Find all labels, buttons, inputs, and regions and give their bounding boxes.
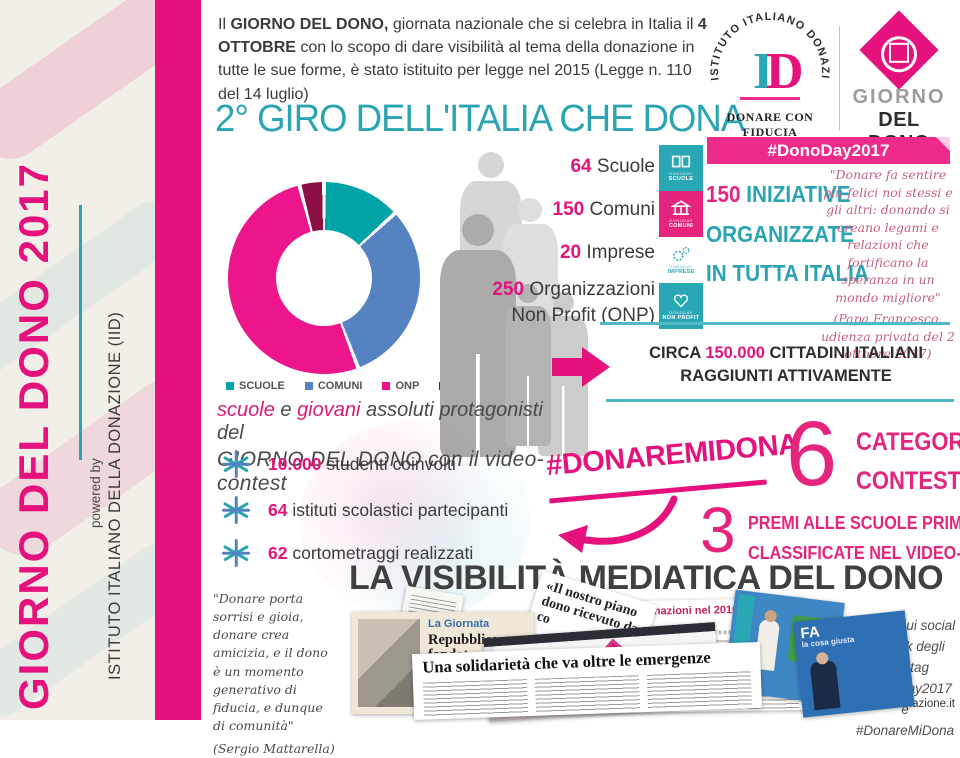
left-sidebar: GIORNO DEL DONO 2017 powered by ISTITUTO… [0, 0, 155, 720]
organization-name-vertical: ISTITUTO ITALIANO DELLA DONAZIONE (IID) [106, 311, 124, 680]
giorno-del-dono-logo: GIORNO DEL DONO [845, 10, 953, 154]
bank-icon [671, 199, 691, 215]
legend-item-comuni: COMUNI [304, 380, 362, 392]
gears-icon [673, 246, 690, 261]
reach-statement: CIRCA 150.000 CITTADINI ITALIANI RAGGIUN… [649, 344, 923, 386]
legend-swatch [304, 382, 313, 390]
intro-bold-date: 4 OTTOBRE [218, 16, 707, 57]
magenta-accent-bar [155, 0, 201, 720]
badge-nonprofit: DONODAY NON PROFIT [659, 283, 703, 329]
stat-onp: 250 Organizzazioni Non Profit (ONP) [492, 279, 655, 326]
media-section-title: LA VISIBILITÀ MEDIATICA DEL DONO [348, 559, 944, 597]
teal-divider-line [600, 322, 950, 325]
bullet-studenti: 10.000 studenti coinvolti [222, 450, 456, 478]
svg-text:I: I [753, 43, 773, 100]
badge-comuni: DONODAY COMUNI [659, 191, 703, 237]
badge-imprese: DONODAY IMPRESE [659, 237, 703, 283]
gdd-logo-text-1: GIORNO [852, 86, 946, 108]
teal-divider-line [606, 399, 954, 402]
intro-text: Il [218, 16, 231, 33]
donoday-badge-strip: DONODAY SCUOLE DONODAY COMUNI DONODAY IMPRE… [659, 145, 703, 329]
contest-categories-label: CATEGORIE CONTEST [856, 428, 960, 495]
stat-imprese: 20 Imprese [559, 242, 655, 263]
donoday-ribbon: #DonoDay2017 [707, 137, 950, 164]
stat-scuole: 64 Scuole [570, 156, 655, 177]
protagonisti-caption: scuole e giovani assoluti protagonisti d… [217, 399, 544, 495]
mattarella-quote: "Donare porta sorrisi e gioia, donare cr… [213, 591, 335, 756]
intro-paragraph: Il GIORNO DEL DONO, giornata nazionale c… [218, 13, 712, 106]
intro-text: giornata nazionale che si celebra in Ita… [388, 16, 698, 33]
heart-icon [673, 294, 689, 307]
bullet-cortometraggi: 62 cortometraggi realizzati [222, 539, 473, 567]
legend-item-scuole: SCUOLE [226, 380, 285, 392]
donut-chart-hole [276, 230, 372, 326]
pope-photo [358, 619, 420, 707]
contest-prizes-label: PREMI ALLE SCUOLE PRIME CLASSIFICATE NEL… [748, 513, 960, 563]
intro-text: con lo scopo di dare visibilità al tema … [218, 39, 695, 103]
curved-arrow-icon [558, 495, 678, 553]
contest-prizes-number: 3 [700, 494, 736, 566]
legend-item-onp: ONP [382, 380, 419, 392]
svg-text:D: D [766, 43, 804, 100]
legend-swatch [226, 382, 234, 390]
contest-categories-number: 6 [786, 403, 838, 505]
book-icon [671, 155, 691, 168]
sidebar-divider-line [79, 205, 82, 460]
iid-tagline: DONARE CON FIDUCIA [726, 110, 814, 139]
person-silhouette [505, 284, 551, 464]
stat-comuni: 150 Comuni [552, 199, 655, 220]
gdd-diamond-icon [859, 10, 939, 90]
intro-bold-giorno: GIORNO DEL DONO, [230, 16, 389, 33]
powered-by-label: powered by [88, 458, 103, 528]
legend-swatch [382, 382, 391, 390]
asterisk-icon [222, 539, 250, 567]
section-title: 2° GIRO DELL'ITALIA CHE DONA [215, 98, 745, 140]
iid-logo-graphic: ISTITUTO ITALIANO DONAZIONE I D [703, 8, 830, 100]
asterisk-icon [222, 496, 250, 524]
magenta-arrow-icon [552, 347, 610, 387]
iniziative-stat: 150 INIZIATIVE ORGANIZZATE IN TUTTA ITAL… [706, 181, 869, 287]
logo-divider [839, 26, 840, 130]
tv-screenshot-fa: FA la cosa giusta [793, 610, 915, 718]
badge-scuole: DONODAY SCUOLE [659, 145, 703, 191]
poster-title-vertical: GIORNO DEL DONO 2017 [10, 161, 57, 710]
clipping-kicker: La Giornata [428, 618, 490, 630]
bullet-istituti: 64 istituti scolastici partecipanti [222, 496, 508, 524]
papa-francesco-quote: "Donare fa sentire più felici noi stessi… [821, 167, 955, 361]
person-silhouette [440, 214, 516, 480]
asterisk-icon [222, 450, 250, 478]
newspaper-clipping-solidarieta: Una solidarietà che va oltre le emergenz… [411, 641, 763, 721]
iid-logo: ISTITUTO ITALIANO DONAZIONE I D DONARE C… [703, 8, 837, 139]
